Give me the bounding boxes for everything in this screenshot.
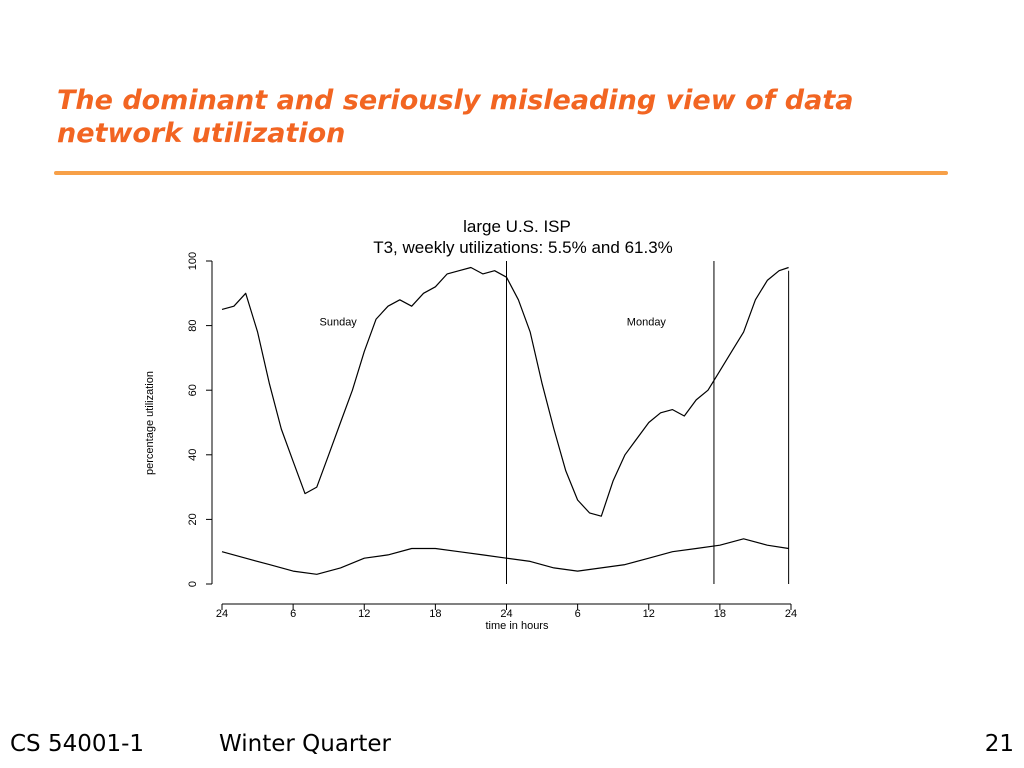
x-tick-label: 24 (500, 608, 512, 620)
x-tick-label: 24 (216, 608, 228, 620)
y-tick-label: 60 (187, 384, 199, 396)
x-tick-label: 6 (575, 608, 581, 620)
y-tick-label: 80 (187, 319, 199, 331)
day-annotation: Monday (627, 317, 667, 329)
x-tick-label: 24 (785, 608, 797, 620)
slide-title: The dominant and seriously misleading vi… (57, 85, 854, 149)
y-tick-label: 40 (187, 449, 199, 461)
y-axis-label: percentage utilization (144, 371, 156, 475)
y-tick-label: 20 (187, 513, 199, 525)
day-annotation: Sunday (320, 317, 358, 329)
x-tick-label: 12 (643, 608, 655, 620)
chart-subtitle: T3, weekly utilizations: 5.5% and 61.3% (373, 238, 673, 257)
footer-page-number: 21 (984, 731, 1014, 757)
title-divider (54, 171, 948, 175)
y-tick-label: 100 (187, 252, 199, 270)
x-tick-label: 12 (358, 608, 370, 620)
average-utilization-line (221, 538, 789, 575)
peak-utilization-line (221, 266, 789, 517)
x-tick-label: 18 (714, 608, 726, 620)
y-tick-label: 0 (187, 581, 199, 587)
x-tick-label: 18 (429, 608, 441, 620)
x-tick-label: 6 (290, 608, 296, 620)
chart-title: large U.S. ISP (463, 217, 571, 236)
footer-term: Winter Quarter (219, 731, 391, 757)
x-axis-label: time in hours (486, 620, 549, 632)
footer-course: CS 54001-1 (10, 731, 145, 757)
